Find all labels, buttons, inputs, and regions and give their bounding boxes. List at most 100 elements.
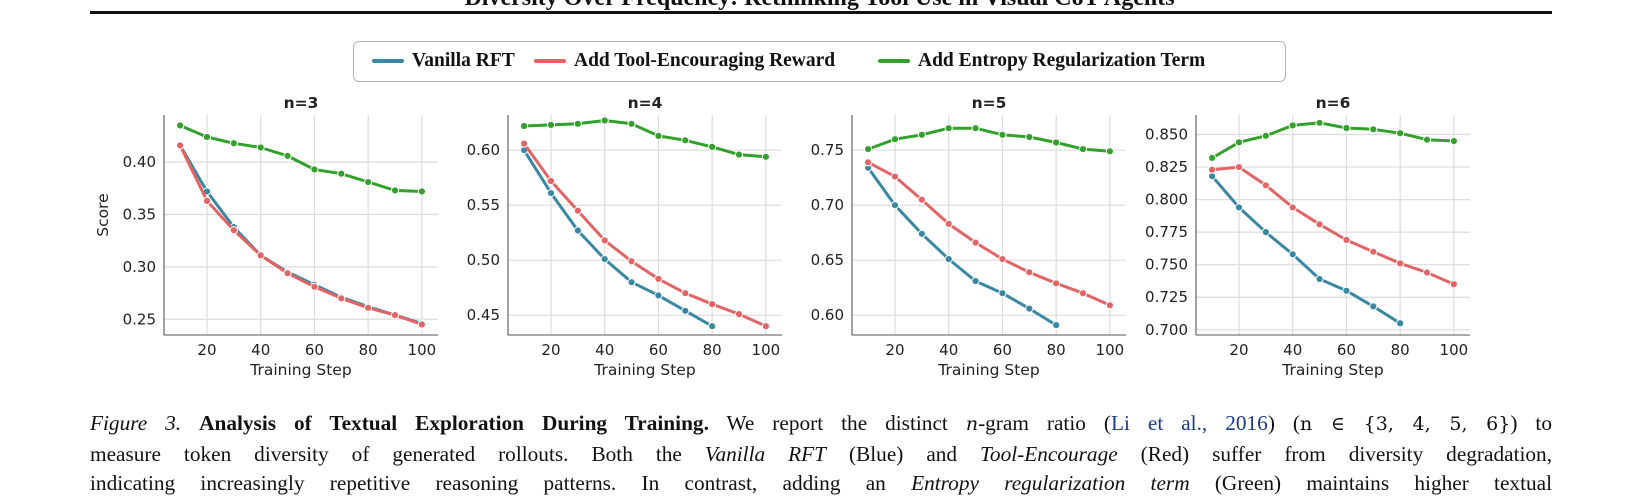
chart-panel-2: 20 40 60 80 100 0.45 0.50 0.55 0.60 n=4 Training S… [467, 94, 782, 379]
data-point [1342, 286, 1351, 295]
series-1 [864, 163, 1061, 330]
series-3 [1208, 118, 1458, 163]
y-tick-label: 0.60 [467, 141, 500, 159]
x-axis-label: Training Step [249, 361, 351, 379]
caption-text: ) to [1510, 411, 1552, 435]
series-2 [520, 139, 770, 331]
data-point [390, 186, 400, 195]
data-point [1396, 259, 1405, 268]
data-point [1422, 135, 1432, 144]
panel-title: n=3 [284, 94, 319, 112]
series-line [178, 143, 424, 326]
caption-emphasis: Entropy regularization term [911, 471, 1190, 496]
figure-caption: Figure 3. Analysis of Textual Exploratio… [90, 409, 1552, 499]
data-point [1315, 220, 1324, 229]
x-tick-label: 60 [649, 341, 668, 359]
data-point [681, 289, 690, 298]
y-tick-label: 0.750 [1145, 256, 1188, 274]
data-point [1261, 181, 1270, 190]
data-point [1052, 321, 1061, 330]
caption-text: measure token diversity of generated rol… [90, 441, 682, 466]
data-point [1315, 274, 1324, 284]
data-point [1052, 279, 1061, 288]
series-2 [864, 158, 1114, 310]
data-point [1078, 145, 1088, 154]
caption-bold-title: Analysis of Textual Exploration During T… [199, 411, 709, 435]
series-line [522, 142, 768, 328]
data-point [1342, 123, 1351, 133]
legend-label-tool-reward: Add Tool-Encouraging Reward [574, 50, 836, 71]
y-tick-label: 0.25 [123, 310, 156, 328]
y-tick-label: 0.45 [467, 306, 500, 324]
chart-legend: Vanilla RFT Add Tool-Encouraging Reward … [353, 41, 1286, 82]
x-tick-label: 60 [1337, 341, 1356, 359]
caption-line-3: indicating increasingly repetitive reaso… [90, 469, 1552, 499]
series-3 [520, 116, 770, 161]
data-point [1396, 129, 1405, 138]
data-point [573, 206, 582, 215]
caption-citation-link[interactable]: Li et al., 2016 [1110, 411, 1268, 435]
data-point [283, 269, 292, 278]
legend-label-entropy: Add Entropy Regularization Term [918, 50, 1206, 71]
data-point [890, 201, 900, 210]
chart-panel-1: 20 40 60 80 100 0.25 0.30 0.35 0.40 n=3 Training S… [94, 94, 438, 379]
series-2 [176, 141, 426, 329]
x-axis-label: Training Step [593, 361, 695, 379]
x-tick-label: 20 [1229, 341, 1248, 359]
data-point [998, 255, 1007, 264]
data-point [681, 136, 690, 145]
series-line [178, 143, 424, 325]
data-point [654, 291, 663, 300]
y-tick-label: 0.725 [1145, 288, 1188, 306]
x-axis-label: Training Step [1281, 361, 1383, 379]
legend-swatch-blue [372, 59, 404, 63]
data-point [917, 229, 926, 238]
data-point [864, 145, 873, 154]
data-point [1025, 304, 1034, 313]
x-tick-label: 20 [885, 341, 904, 359]
data-point [520, 121, 529, 131]
y-axis-label: Score [94, 193, 112, 236]
x-tick-label: 80 [359, 341, 378, 359]
series-2 [1208, 162, 1458, 289]
data-point [917, 130, 926, 139]
x-tick-label: 80 [703, 341, 722, 359]
series-line [178, 124, 424, 193]
data-point [1234, 203, 1244, 212]
data-point [364, 177, 373, 187]
data-point [1449, 280, 1458, 289]
series-line [866, 166, 1058, 327]
data-point [761, 322, 770, 331]
caption-text: (Red) suffer from diversity degradation, [1140, 441, 1553, 466]
data-point [1105, 147, 1114, 156]
data-point [1078, 289, 1088, 298]
x-tick-label: 40 [251, 341, 270, 359]
caption-text: (Blue) and [848, 441, 958, 466]
data-point [944, 255, 953, 264]
x-tick-label: 100 [752, 341, 781, 359]
data-point [1261, 131, 1270, 140]
data-point [734, 310, 744, 319]
legend-swatch-red [534, 59, 566, 63]
caption-figure-label: Figure 3. [90, 411, 182, 435]
data-point [1052, 138, 1061, 147]
data-point [1449, 136, 1458, 146]
y-tick-label: 0.50 [467, 251, 500, 269]
data-point [1025, 132, 1034, 142]
data-point [1288, 203, 1297, 212]
data-point [1208, 153, 1217, 163]
data-point [654, 274, 663, 283]
legend-item-tool-reward: Add Tool-Encouraging Reward [534, 42, 835, 80]
series-line [522, 148, 714, 328]
data-point [864, 158, 873, 167]
caption-line-2: measure token diversity of generated rol… [90, 440, 1552, 470]
data-point [600, 116, 609, 125]
caption-emphasis: Vanilla RFT [704, 441, 826, 466]
data-point [708, 322, 717, 331]
x-tick-label: 20 [541, 341, 560, 359]
caption-emphasis: Tool-Encourage [980, 441, 1118, 466]
y-tick-label: 0.35 [123, 206, 156, 224]
data-point [256, 143, 265, 152]
series-line [522, 119, 768, 159]
data-point [971, 124, 980, 133]
